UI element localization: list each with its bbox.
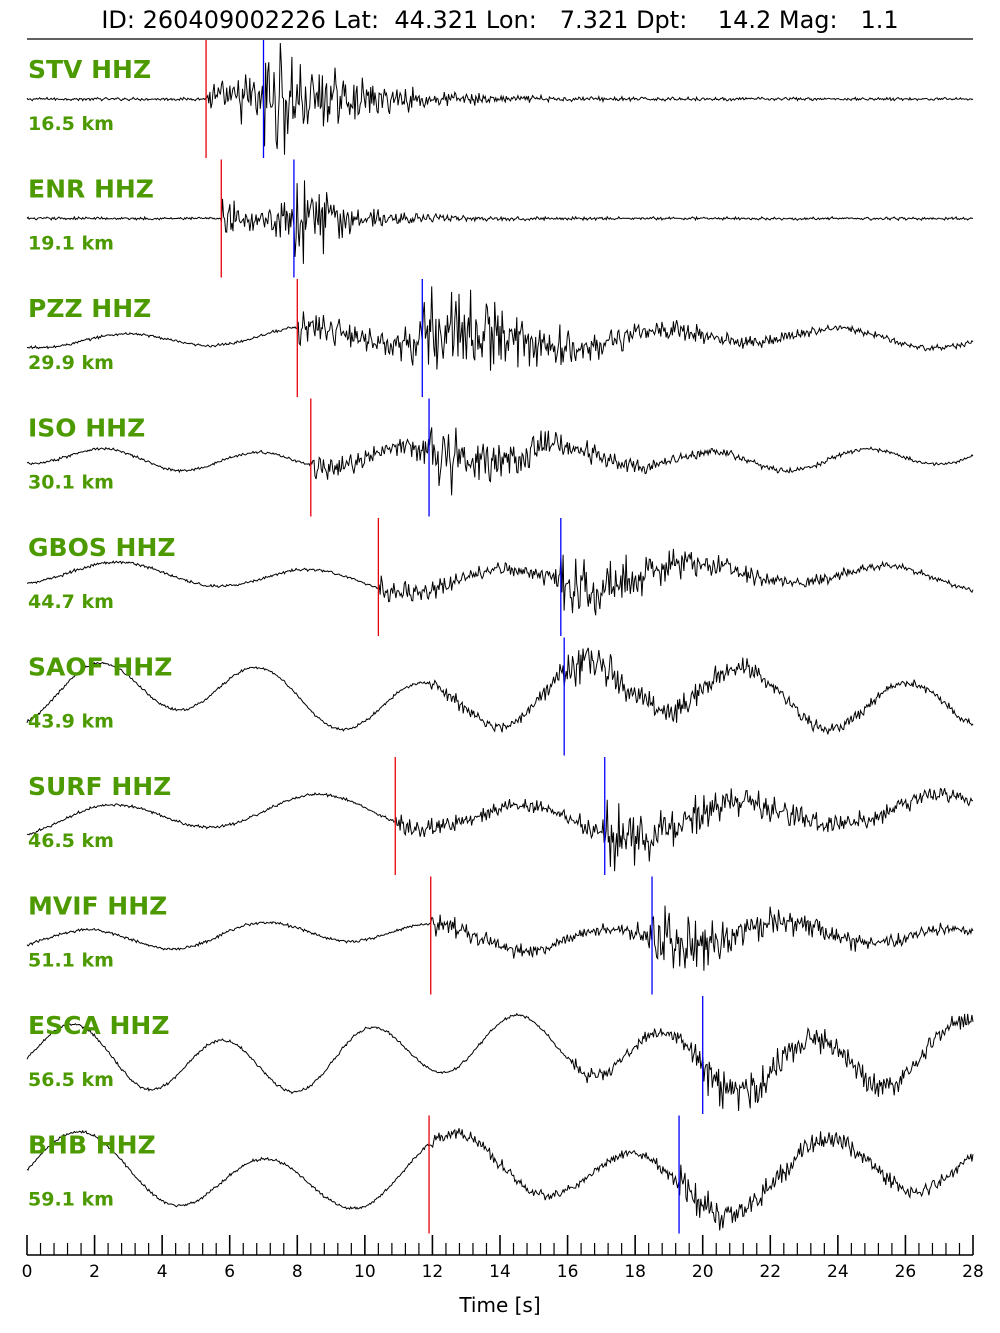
station-row: GBOS HHZ 44.7 km: [26, 518, 974, 636]
x-tick-label: 14: [489, 1262, 511, 1282]
station-distance: 30.1 km: [28, 472, 114, 494]
station-row: BHB HHZ 59.1 km: [26, 1115, 974, 1234]
x-tick-label: 26: [895, 1262, 917, 1282]
x-tick-label: 24: [827, 1262, 849, 1282]
station-distance: 46.5 km: [28, 830, 114, 852]
station-name: MVIF HHZ: [28, 892, 167, 921]
x-axis-label: Time [s]: [458, 1293, 540, 1317]
station-distance: 29.9 km: [28, 352, 114, 374]
waveform-trace: [26, 787, 974, 872]
waveform-trace: [26, 548, 974, 616]
event-title: ID: 260409002226 Lat: 44.321 Lon: 7.321 …: [101, 6, 899, 34]
station-name: SURF HHZ: [28, 772, 171, 801]
waveform-trace: [26, 1128, 974, 1231]
waveform-trace: [26, 647, 974, 735]
x-tick-label: 8: [292, 1262, 303, 1282]
station-distance: 56.5 km: [28, 1069, 114, 1091]
x-tick-label: 16: [557, 1262, 579, 1282]
x-tick-label: 10: [354, 1262, 376, 1282]
x-tick-label: 4: [157, 1262, 168, 1282]
station-distance: 59.1 km: [28, 1189, 114, 1211]
station-distance: 43.9 km: [28, 711, 114, 733]
station-row: STV HHZ 16.5 km: [26, 40, 974, 158]
waveform-trace: [26, 42, 974, 155]
station-row: ISO HHZ 30.1 km: [26, 398, 974, 517]
x-tick-label: 2: [89, 1262, 100, 1282]
waveform-trace: [26, 1012, 974, 1112]
station-name: PZZ HHZ: [28, 294, 151, 323]
x-tick-label: 20: [692, 1262, 714, 1282]
x-tick-label: 22: [759, 1262, 781, 1282]
x-tick-label: 12: [422, 1262, 444, 1282]
traces-group: STV HHZ 16.5 km ENR HHZ 19.1 km PZZ HHZ 29.9 …: [26, 40, 974, 1234]
station-name: ENR HHZ: [28, 175, 154, 204]
station-row: SAOF HHZ 43.9 km: [26, 637, 974, 756]
station-distance: 16.5 km: [28, 113, 114, 135]
waveform-trace: [26, 427, 974, 496]
waveform-trace: [26, 286, 974, 371]
station-distance: 19.1 km: [28, 233, 114, 255]
x-tick-label: 18: [624, 1262, 646, 1282]
station-name: ESCA HHZ: [28, 1011, 169, 1040]
station-name: STV HHZ: [28, 55, 151, 84]
x-tick-label: 28: [962, 1262, 984, 1282]
station-row: MVIF HHZ 51.1 km: [26, 876, 974, 995]
station-distance: 44.7 km: [28, 591, 114, 613]
station-row: SURF HHZ 46.5 km: [26, 757, 974, 875]
station-row: ENR HHZ 19.1 km: [26, 159, 973, 278]
station-name: SAOF HHZ: [28, 653, 172, 682]
station-name: GBOS HHZ: [28, 533, 176, 562]
x-tick-label: 6: [224, 1262, 235, 1282]
station-distance: 51.1 km: [28, 950, 114, 972]
station-name: BHB HHZ: [28, 1131, 156, 1160]
x-tick-label: 0: [22, 1262, 33, 1282]
station-name: ISO HHZ: [28, 414, 145, 443]
station-row: PZZ HHZ 29.9 km: [26, 279, 974, 397]
waveform-trace: [26, 905, 974, 971]
station-row: ESCA HHZ 56.5 km: [26, 996, 974, 1114]
waveform-trace: [26, 180, 973, 264]
time-axis: 0 2 4 6 8 10 12 14 16 18 20 22 24 26 28: [22, 1235, 984, 1282]
